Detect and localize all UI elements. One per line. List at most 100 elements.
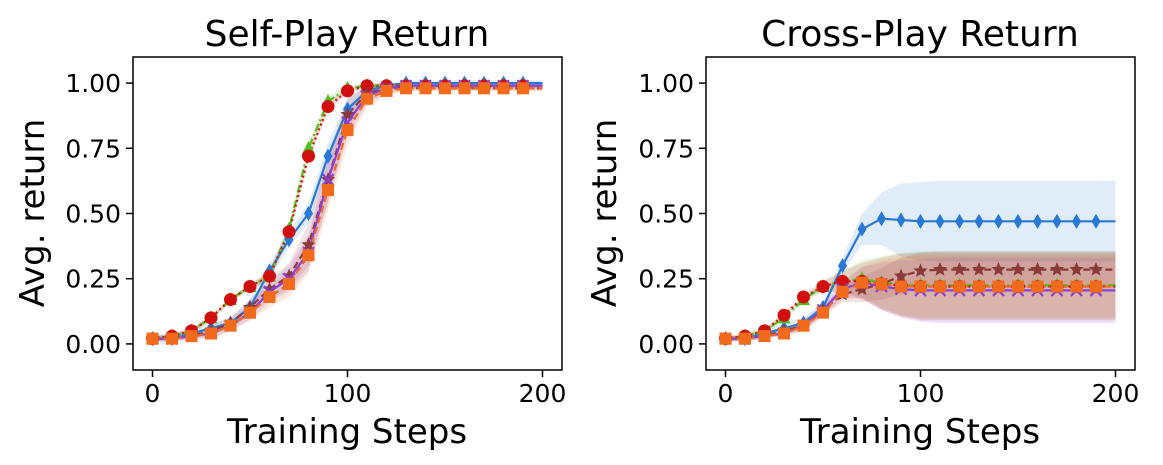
blue-diamond-point <box>323 148 333 164</box>
y-tick-label: 0.00 <box>638 330 694 359</box>
y-tick-label: 0.75 <box>638 134 694 163</box>
orange-square-point <box>1012 280 1024 293</box>
blue-diamond-point <box>857 221 867 237</box>
blue-diamond-point <box>304 206 313 221</box>
orange-square-point <box>205 327 217 340</box>
orange-square-point <box>517 82 529 95</box>
orange-square-point <box>283 277 295 290</box>
blue-diamond-point <box>955 213 964 229</box>
orange-square-point <box>739 332 751 345</box>
orange-square-point <box>1031 280 1044 293</box>
orange-square-point <box>797 319 810 332</box>
brown-star-point <box>971 262 987 276</box>
y-tick-label: 0.50 <box>65 200 121 229</box>
orange-square-point <box>836 285 849 298</box>
y-tick-label: 0.25 <box>638 265 694 294</box>
y-tick-label: 1.00 <box>65 69 121 98</box>
orange-square-point <box>478 82 490 95</box>
red-circle-point <box>777 308 791 322</box>
orange-square-point <box>973 280 985 293</box>
orange-square-point <box>778 327 790 340</box>
orange-square-point <box>224 319 237 332</box>
x-tick-label: 100 <box>324 379 372 408</box>
brown-star-point <box>340 106 355 121</box>
orange-square-point <box>1090 280 1102 293</box>
blue-diamond-point <box>1013 213 1023 229</box>
orange-square-point <box>719 332 732 345</box>
chart-title: Self-Play Return <box>205 14 490 55</box>
brown-star-point <box>952 262 967 276</box>
red-circle-point <box>816 280 830 294</box>
orange-square-point <box>953 280 966 293</box>
red-circle-point <box>243 280 257 294</box>
green-triangle-band <box>725 251 1116 342</box>
orange-square-point <box>380 84 393 97</box>
blue-diamond-point <box>1072 213 1081 229</box>
y-axis-label: Avg. return <box>585 119 625 308</box>
orange-square-point <box>185 330 198 343</box>
orange-square-band <box>725 255 1116 342</box>
orange-square-point <box>322 184 334 197</box>
brown-star-point <box>913 263 928 277</box>
y-axis-ticks: 0.00 0.25 0.50 0.75 1.00 <box>638 69 706 359</box>
y-tick-label: 1.00 <box>638 69 694 98</box>
blue-diamond-point <box>994 213 1003 229</box>
red-circle-band <box>725 252 1116 342</box>
x-tick-label: 200 <box>519 379 567 408</box>
x-tick-label: 200 <box>1092 379 1140 408</box>
red-circle-point <box>224 293 237 307</box>
red-circle-point <box>282 225 296 239</box>
brown-star-point <box>893 268 909 283</box>
orange-square-point <box>341 124 354 137</box>
blue-diamond-point <box>916 213 925 229</box>
x-tick-label: 0 <box>145 379 161 408</box>
red-circle-point <box>321 100 335 114</box>
purple-x-point <box>321 173 335 186</box>
confidence-bands <box>152 80 543 344</box>
x-axis-ticks: 0 100 200 <box>718 370 1140 408</box>
red-circle-point <box>360 79 374 93</box>
orange-square-point <box>361 92 373 105</box>
brown-star-point <box>1088 262 1104 276</box>
y-tick-label: 0.25 <box>65 265 121 294</box>
orange-square-band <box>152 85 543 342</box>
x-axis-label: Training Steps <box>226 412 467 452</box>
blue-diamond-point <box>974 213 984 229</box>
orange-square-point <box>1070 280 1083 293</box>
series-markers <box>718 211 1104 347</box>
orange-square-point <box>458 82 471 95</box>
brown-star-point <box>1069 262 1084 276</box>
blue-diamond-point <box>935 213 945 229</box>
blue-diamond-point <box>877 211 886 227</box>
red-circle-point <box>204 311 218 325</box>
orange-square-point <box>439 82 451 95</box>
orange-square-point <box>419 82 432 95</box>
brown-star-point <box>1010 262 1026 276</box>
orange-square-point <box>856 276 868 289</box>
orange-square-point <box>934 280 946 293</box>
orange-square-point <box>875 277 888 290</box>
blue-diamond-point <box>838 258 847 274</box>
brown-star-point <box>1030 262 1045 276</box>
brown-star-point <box>932 262 948 276</box>
orange-square-point <box>302 249 315 262</box>
red-circle-point <box>302 149 315 163</box>
brown-star-point <box>1049 262 1065 276</box>
series-markers <box>145 75 531 347</box>
brown-star-band <box>725 251 1116 342</box>
cross-play-chart: Cross-Play Return 0 100 200 0.000.250.500.… <box>585 14 1139 452</box>
red-circle-point <box>797 290 810 304</box>
red-circle-point <box>341 84 354 98</box>
y-tick-label: 0.75 <box>65 134 121 163</box>
x-axis-label: Training Steps <box>799 412 1040 452</box>
orange-square-point <box>817 306 829 319</box>
x-axis-ticks: 0 100 200 <box>145 370 567 408</box>
orange-square-point <box>146 332 159 345</box>
brown-star-point <box>301 237 316 251</box>
y-tick-label: 0.00 <box>65 330 121 359</box>
orange-square-point <box>758 330 771 343</box>
y-axis-ticks: 0.00 0.25 0.50 0.75 1.00 <box>65 69 133 359</box>
orange-square-line <box>152 87 543 340</box>
orange-square-point <box>914 280 927 293</box>
